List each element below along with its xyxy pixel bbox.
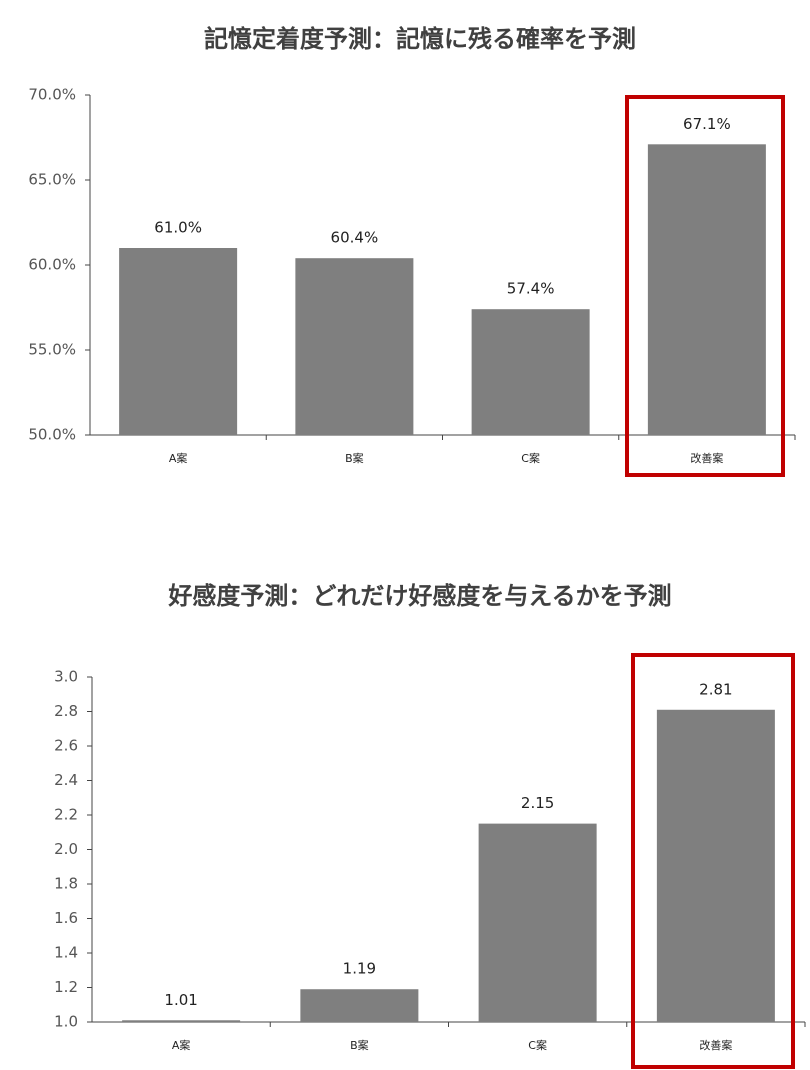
y-tick-label: 50.0% (28, 426, 76, 444)
bar (478, 823, 597, 1022)
value-label: 2.81 (699, 680, 732, 698)
value-label: 61.0% (154, 219, 202, 237)
y-tick-label: 2.4 (54, 771, 78, 789)
y-tick-label: 60.0% (28, 256, 76, 274)
value-label: 57.4% (507, 280, 555, 298)
y-tick-label: 3.0 (54, 668, 78, 686)
y-tick-label: 65.0% (28, 171, 76, 189)
bar (122, 1020, 241, 1022)
bar (647, 144, 766, 436)
bar (300, 989, 419, 1022)
highlight-box (631, 653, 795, 1069)
chart-title: 記憶定着度予測：記憶に残る確率を予測 (204, 25, 636, 53)
chart-title: 好感度予測：どれだけ好感度を与えるかを予測 (167, 582, 671, 610)
bar (471, 309, 590, 435)
y-tick-label: 2.6 (54, 737, 78, 755)
y-tick-label: 1.8 (54, 875, 78, 893)
bar (295, 258, 414, 435)
y-tick-label: 1.6 (54, 909, 78, 927)
x-tick-label: 改善案 (690, 451, 723, 465)
y-tick-label: 70.0% (28, 86, 76, 104)
y-tick-label: 55.0% (28, 341, 76, 359)
y-tick-label: 1.4 (54, 944, 78, 962)
value-label: 1.19 (343, 960, 376, 978)
y-tick-label: 2.8 (54, 702, 78, 720)
value-label: 2.15 (521, 794, 554, 812)
bar (119, 248, 238, 435)
x-tick-label: A案 (172, 1038, 191, 1052)
bar (656, 709, 775, 1022)
value-label: 60.4% (331, 229, 379, 247)
x-tick-label: B案 (345, 451, 364, 465)
x-tick-label: C案 (521, 451, 540, 465)
value-label: 1.01 (164, 991, 197, 1009)
y-tick-label: 1.2 (54, 978, 78, 996)
y-tick-label: 1.0 (54, 1013, 78, 1031)
value-label: 67.1% (683, 115, 731, 133)
x-tick-label: C案 (528, 1038, 547, 1052)
y-tick-label: 2.0 (54, 840, 78, 858)
y-tick-label: 2.2 (54, 806, 78, 824)
x-tick-label: A案 (169, 451, 188, 465)
highlight-box (625, 95, 785, 477)
x-tick-label: 改善案 (699, 1038, 732, 1052)
x-tick-label: B案 (350, 1038, 369, 1052)
